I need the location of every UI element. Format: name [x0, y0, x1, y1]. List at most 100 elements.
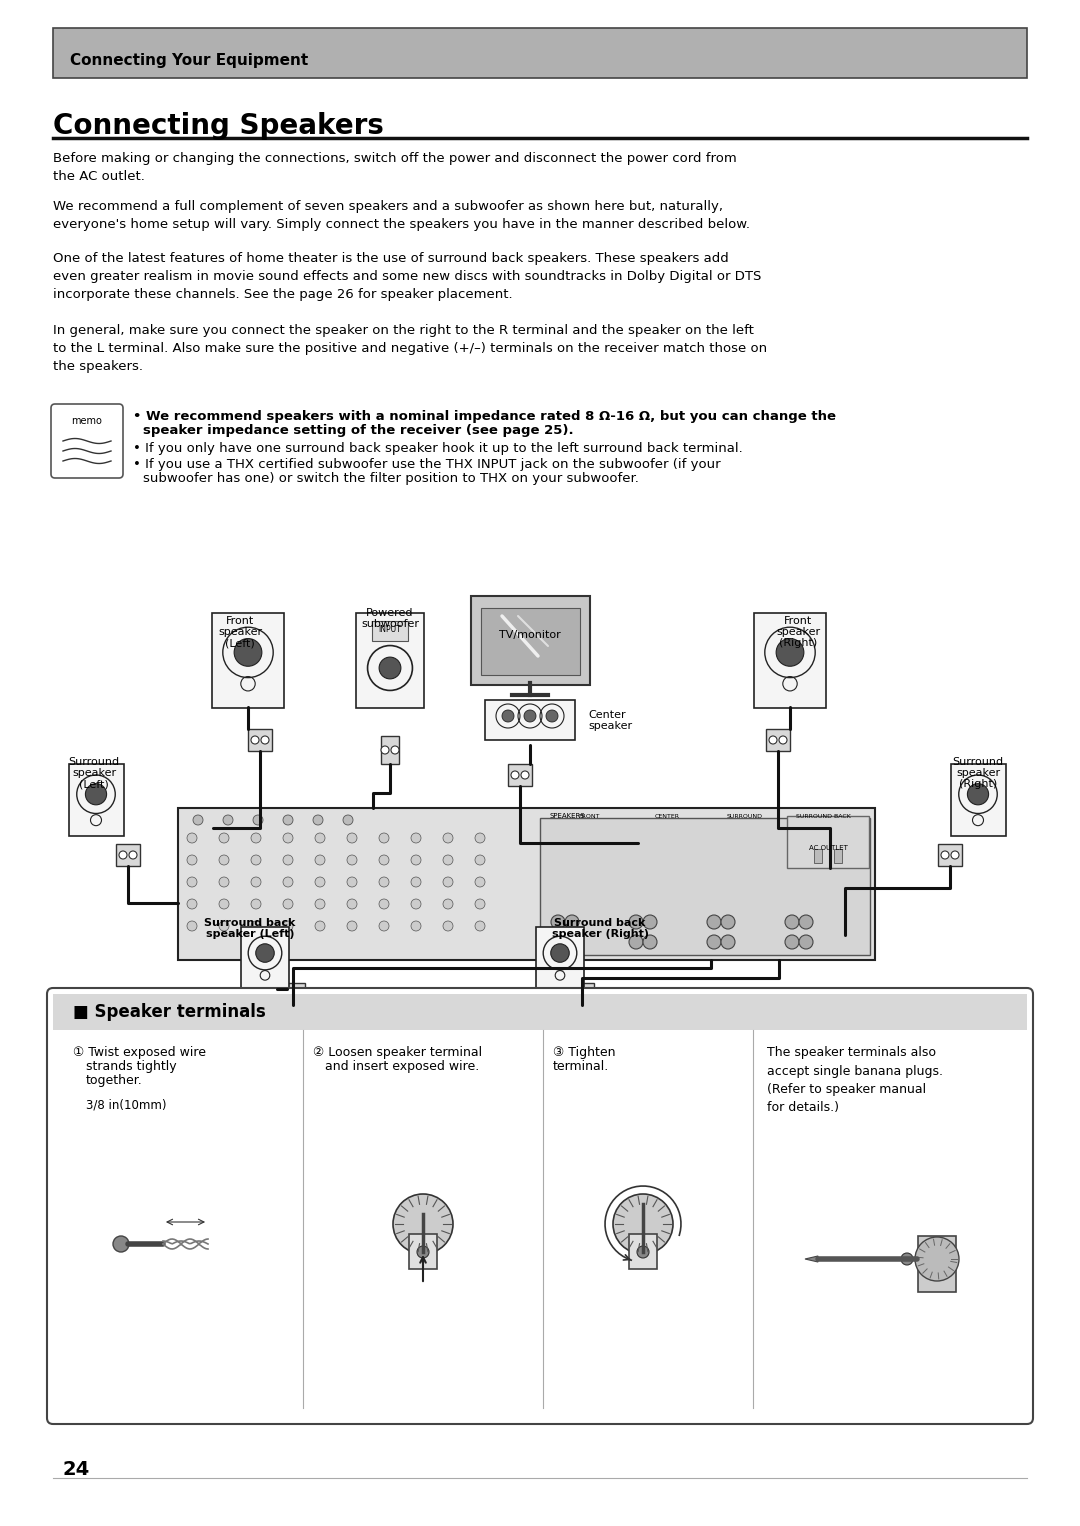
Bar	[68, 765, 123, 836]
Circle shape	[707, 916, 721, 929]
Text: together.: together.	[86, 1074, 143, 1087]
Bar	[178, 807, 875, 960]
Text: speaker (Right): speaker (Right)	[552, 929, 648, 938]
Text: AC OUTLET: AC OUTLET	[809, 845, 848, 852]
Circle shape	[785, 935, 799, 949]
Circle shape	[219, 833, 229, 842]
Circle shape	[219, 877, 229, 887]
Circle shape	[411, 833, 421, 842]
Circle shape	[379, 877, 389, 887]
Circle shape	[283, 855, 293, 865]
Circle shape	[521, 771, 529, 778]
Text: SURROUND BACK: SURROUND BACK	[796, 813, 850, 818]
Circle shape	[475, 855, 485, 865]
Circle shape	[222, 815, 233, 826]
Circle shape	[187, 877, 197, 887]
Bar	[241, 926, 289, 989]
Circle shape	[284, 990, 292, 998]
Circle shape	[283, 833, 293, 842]
Text: 3/8 in(10mm): 3/8 in(10mm)	[86, 1099, 166, 1111]
Text: Surround: Surround	[68, 757, 120, 768]
Text: ② Loosen speaker terminal: ② Loosen speaker terminal	[313, 1045, 482, 1059]
Circle shape	[193, 815, 203, 826]
Text: memo: memo	[71, 417, 103, 426]
Circle shape	[253, 815, 264, 826]
FancyBboxPatch shape	[51, 404, 123, 478]
Text: In general, make sure you connect the speaker on the right to the R terminal and: In general, make sure you connect the sp…	[53, 324, 767, 372]
Circle shape	[251, 877, 261, 887]
Text: TV/monitor: TV/monitor	[499, 630, 561, 639]
Text: Surround: Surround	[953, 757, 1003, 768]
Text: (Right): (Right)	[959, 778, 997, 789]
Text: 24: 24	[62, 1460, 90, 1479]
Circle shape	[411, 922, 421, 931]
Circle shape	[85, 784, 107, 804]
Circle shape	[475, 922, 485, 931]
Circle shape	[799, 935, 813, 949]
Bar	[939, 844, 962, 865]
Text: FRONT: FRONT	[578, 813, 599, 818]
Text: Center: Center	[588, 710, 625, 720]
Circle shape	[551, 916, 565, 929]
Circle shape	[187, 833, 197, 842]
Text: strands tightly: strands tightly	[86, 1061, 177, 1073]
Circle shape	[347, 833, 357, 842]
Circle shape	[381, 746, 389, 754]
Bar	[53, 27, 1027, 78]
Circle shape	[637, 1247, 649, 1257]
Text: CENTER: CENTER	[654, 813, 679, 818]
Circle shape	[551, 935, 565, 949]
Text: speaker: speaker	[956, 768, 1000, 778]
Bar	[754, 612, 826, 708]
Bar	[381, 736, 399, 765]
Bar	[356, 612, 424, 708]
Bar	[212, 612, 284, 708]
Circle shape	[411, 855, 421, 865]
Circle shape	[283, 922, 293, 931]
Circle shape	[443, 877, 453, 887]
FancyBboxPatch shape	[471, 595, 590, 685]
Text: (Left): (Left)	[225, 638, 255, 649]
Circle shape	[187, 855, 197, 865]
Circle shape	[234, 638, 261, 667]
Circle shape	[443, 922, 453, 931]
Text: SPEAKERS: SPEAKERS	[550, 813, 585, 819]
Circle shape	[379, 833, 389, 842]
Circle shape	[251, 736, 259, 745]
Circle shape	[283, 815, 293, 826]
Circle shape	[475, 833, 485, 842]
Circle shape	[261, 736, 269, 745]
Circle shape	[251, 855, 261, 865]
Circle shape	[251, 833, 261, 842]
Circle shape	[315, 833, 325, 842]
Circle shape	[315, 855, 325, 865]
Text: • If you use a THX certified subwoofer use the THX INPUT jack on the subwoofer (: • If you use a THX certified subwoofer u…	[133, 458, 720, 472]
Circle shape	[347, 899, 357, 909]
Text: The speaker terminals also
accept single banana plugs.
(Refer to speaker manual
: The speaker terminals also accept single…	[767, 1045, 943, 1114]
Circle shape	[721, 935, 735, 949]
Bar	[950, 765, 1005, 836]
FancyBboxPatch shape	[48, 987, 1032, 1424]
Text: We recommend a full complement of seven speakers and a subwoofer as shown here b: We recommend a full complement of seven …	[53, 200, 750, 230]
Circle shape	[379, 899, 389, 909]
Circle shape	[119, 852, 127, 859]
Bar	[372, 621, 408, 641]
Circle shape	[219, 899, 229, 909]
Circle shape	[251, 899, 261, 909]
Bar	[248, 729, 272, 751]
Bar	[409, 1235, 437, 1270]
Circle shape	[941, 852, 949, 859]
Circle shape	[643, 916, 657, 929]
Circle shape	[347, 922, 357, 931]
Bar	[508, 765, 532, 786]
Circle shape	[721, 916, 735, 929]
Circle shape	[502, 710, 514, 722]
Circle shape	[343, 815, 353, 826]
Circle shape	[283, 877, 293, 887]
Circle shape	[951, 852, 959, 859]
Text: (Left): (Left)	[79, 778, 109, 789]
Circle shape	[629, 935, 643, 949]
Circle shape	[565, 935, 579, 949]
Circle shape	[443, 855, 453, 865]
Bar	[536, 926, 584, 989]
